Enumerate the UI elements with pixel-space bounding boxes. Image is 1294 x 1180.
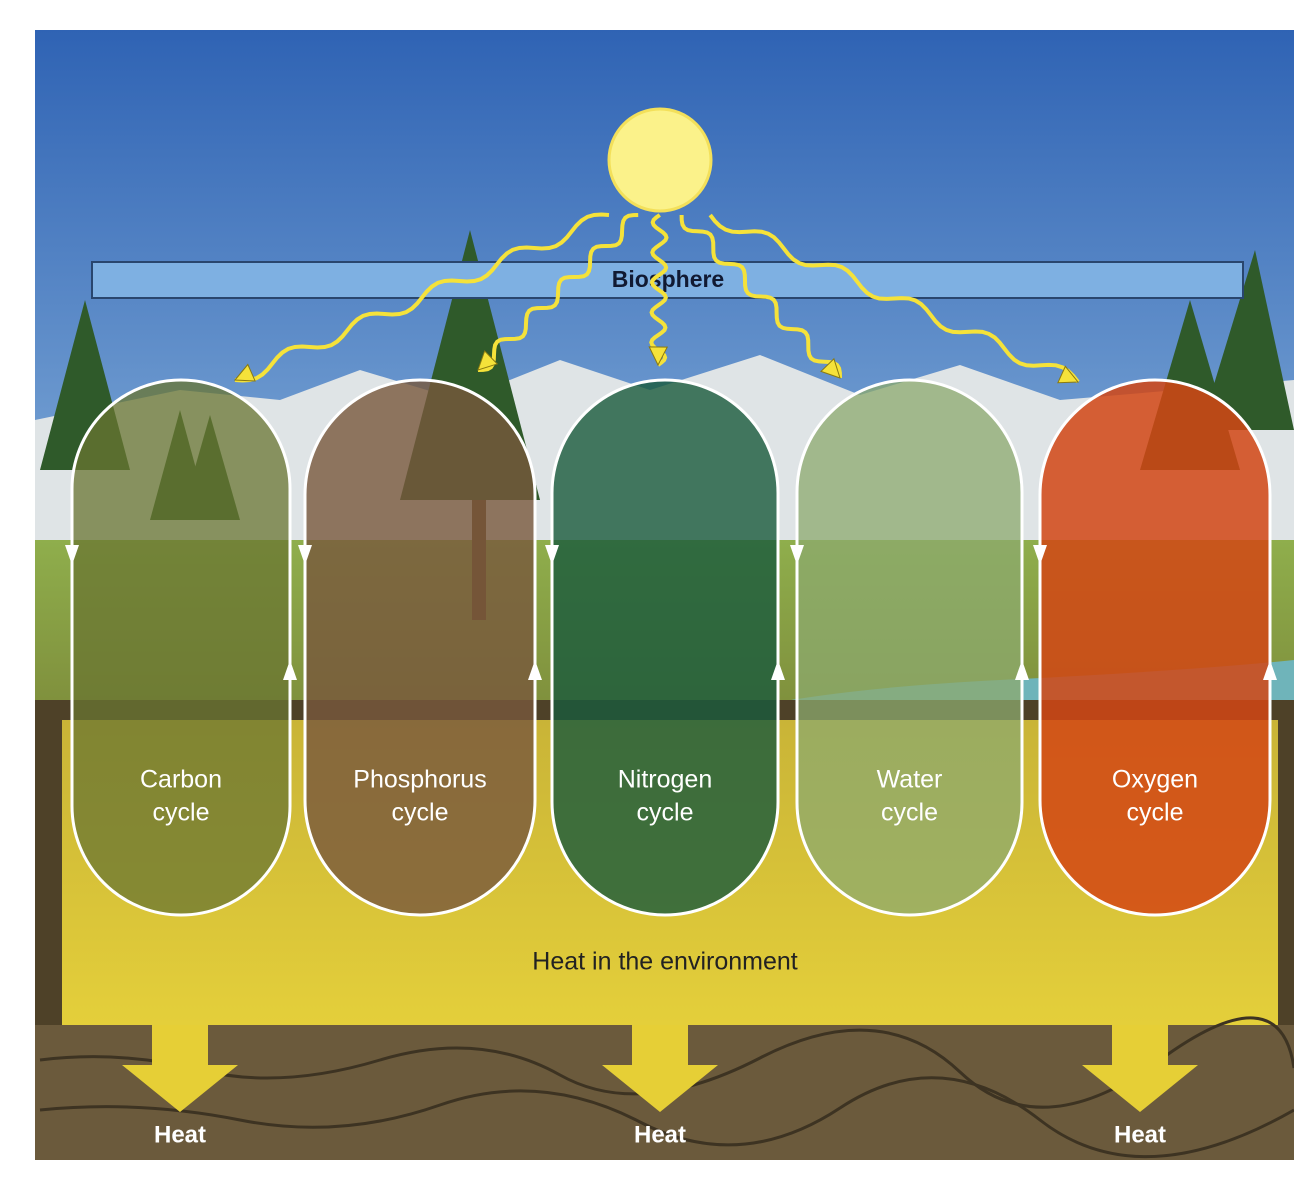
cycle-loop — [72, 380, 290, 915]
cycle-loop — [1040, 380, 1270, 915]
cycle-label: cycle — [881, 799, 938, 827]
cycle-label: Oxygen — [1112, 766, 1198, 794]
sun — [609, 109, 711, 211]
page: Biosphere Heat in the environment Carbon… — [0, 0, 1294, 1180]
cycle-label: cycle — [153, 799, 210, 827]
biosphere-label: Biosphere — [612, 266, 724, 292]
cycle-label: cycle — [637, 799, 694, 827]
environment-label: Heat in the environment — [532, 948, 797, 976]
heat-label: Heat — [634, 1121, 686, 1148]
cycle-label: cycle — [392, 799, 449, 827]
cycle-loop — [305, 380, 535, 915]
cycle-label: Phosphorus — [353, 766, 486, 794]
cycle-loop — [797, 380, 1022, 915]
heat-label: Heat — [1114, 1121, 1166, 1148]
cycle-loop — [552, 380, 778, 915]
cycle-label: Nitrogen — [618, 766, 713, 794]
heat-label: Heat — [154, 1121, 206, 1148]
diagram: Biosphere Heat in the environment Carbon… — [0, 0, 1294, 1180]
cycle-label: Carbon — [140, 766, 222, 794]
cycle-label: cycle — [1127, 799, 1184, 827]
cycle-label: Water — [877, 766, 943, 794]
